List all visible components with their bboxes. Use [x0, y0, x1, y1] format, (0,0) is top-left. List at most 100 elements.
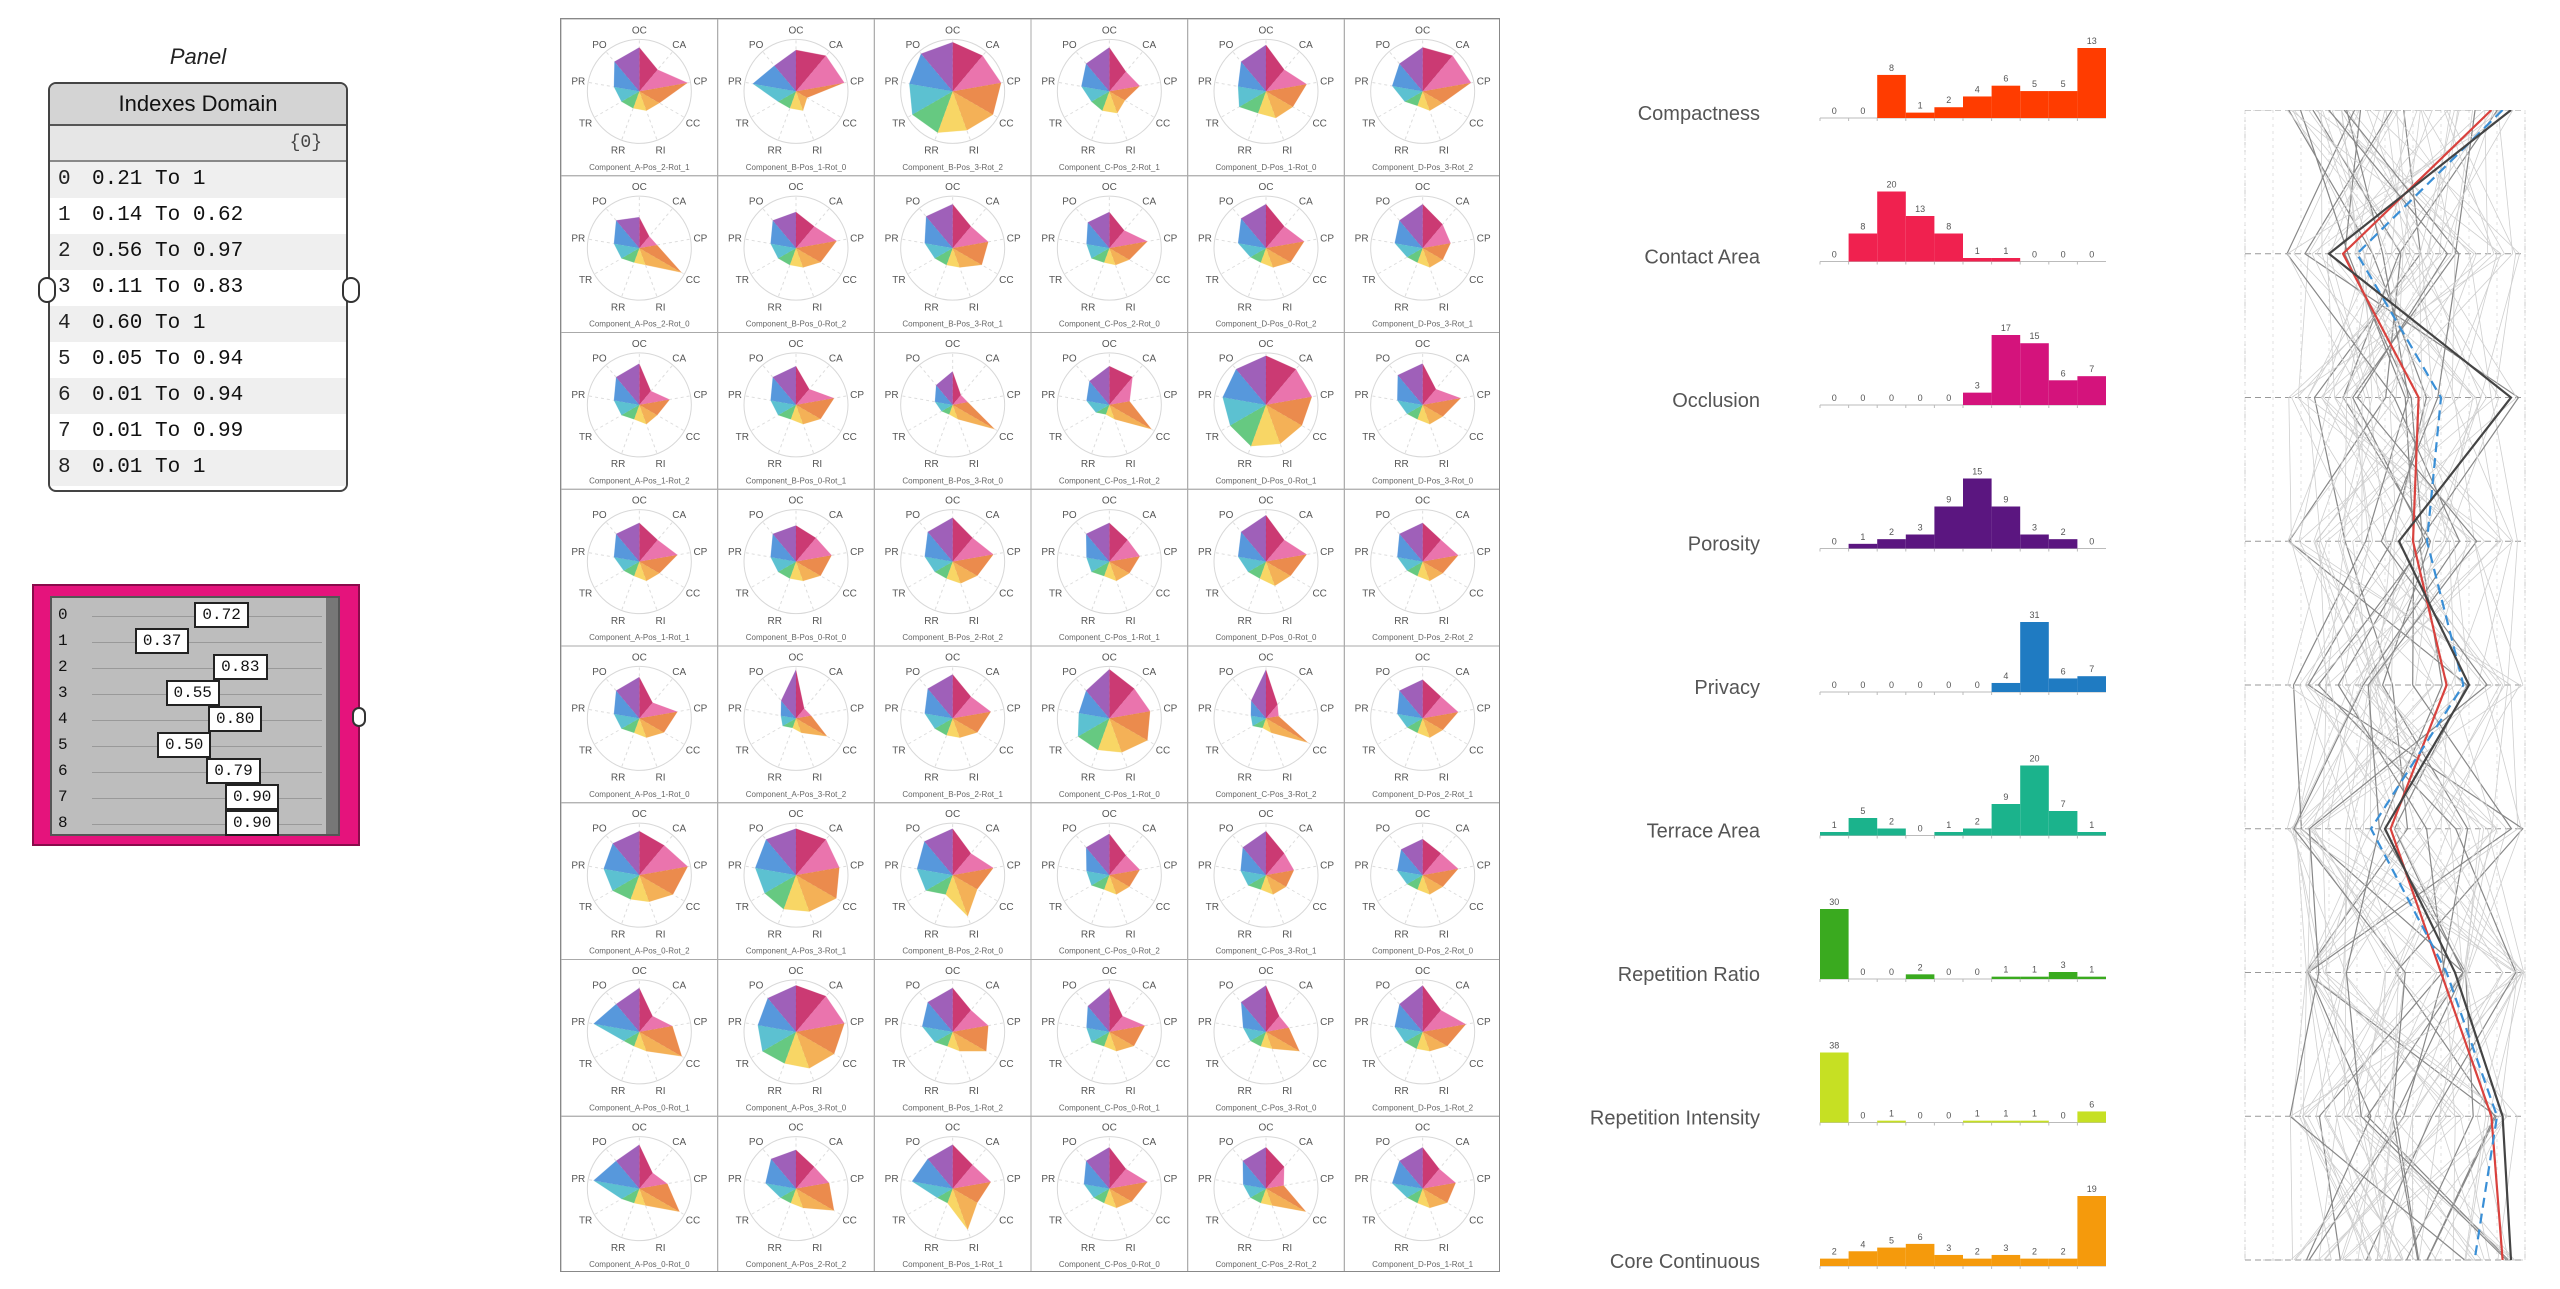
radar-wedge: [1399, 203, 1423, 249]
histogram-count-label: 2: [1889, 527, 1894, 537]
slider-row[interactable]: 7 0.90: [52, 784, 338, 810]
radar-axis-label: RI: [1439, 773, 1449, 784]
radar-axis-label: CA: [1142, 1137, 1156, 1148]
radar-axis-label: RR: [768, 773, 782, 784]
radar-outline: [613, 676, 679, 739]
radar-spoke: [1091, 1188, 1110, 1238]
histogram-bar: [1991, 85, 2021, 118]
radar-axis-label: PR: [885, 77, 899, 88]
panel-input-grip[interactable]: [38, 277, 56, 303]
radar-axis-label: PO: [1062, 1137, 1077, 1148]
radar-ring: [1370, 665, 1476, 771]
panel-output-grip[interactable]: [342, 277, 360, 303]
radar-outline: [1237, 44, 1308, 119]
radar-axis-label: RR: [1081, 302, 1095, 313]
radar-chart: OC CA CP CC RI RR TR PR PO Component_A-Pos_2-Rot_…: [561, 175, 719, 333]
radar-axis-label: PR: [571, 390, 585, 401]
slider-output-grip[interactable]: [352, 707, 366, 727]
radar-wedge: [1422, 1024, 1467, 1047]
histogram-count-label: 30: [1829, 897, 1839, 907]
slider-row-index: 8: [58, 814, 68, 832]
radar-wedge: [593, 1023, 640, 1041]
radar-axis-label: CC: [1312, 1059, 1326, 1070]
histogram-bar: [1820, 832, 1849, 836]
histogram-title: Terrace Area: [1647, 821, 1761, 843]
slider-handle[interactable]: 0.50: [157, 732, 212, 758]
histogram-count-label: 6: [2061, 368, 2066, 378]
radar-outline: [908, 41, 1002, 134]
radar-axis-label: TR: [579, 1216, 592, 1227]
pc-line: [2298, 110, 2524, 1261]
slider-handle[interactable]: 0.55: [165, 680, 220, 706]
radar-wedge: [796, 996, 845, 1032]
histogram-count-label: 2: [1975, 1247, 1980, 1257]
slider-body: 0 0.72 1 0.37 2 0.83 3 0.55 4 0.80 5 0.50 6 0.79 7 0.90…: [50, 596, 340, 836]
radar-axis-label: RR: [1081, 616, 1095, 627]
radar-wedge: [1109, 1168, 1148, 1189]
slider-row[interactable]: 4 0.80: [52, 706, 338, 732]
radar-axis-label: TR: [892, 1216, 905, 1227]
radar-wedge: [770, 243, 796, 259]
radar-outline: [1237, 514, 1308, 587]
radar-spoke: [907, 717, 953, 745]
panel-row-index: 5: [58, 348, 71, 371]
radar-axis-label: CA: [829, 1137, 843, 1148]
radar-spoke: [777, 561, 797, 611]
radar-axis-label: PR: [1355, 390, 1369, 401]
radar-spoke: [1422, 718, 1441, 768]
radar-spoke: [1064, 561, 1110, 589]
slider-row[interactable]: 2 0.83: [52, 654, 338, 680]
radar-wedge: [1417, 248, 1430, 268]
radar-axis-label: TR: [1362, 275, 1375, 286]
radar-wedge: [952, 1031, 987, 1052]
radar-spoke: [795, 552, 848, 563]
radar-ring: [1370, 1136, 1476, 1242]
slider-row[interactable]: 8 0.90: [52, 810, 338, 836]
slider-handle[interactable]: 0.80: [208, 706, 263, 732]
slider-row[interactable]: 6 0.79: [52, 758, 338, 784]
radar-wedge: [796, 1023, 845, 1054]
radar-axis-label: RR: [768, 302, 782, 313]
slider-handle[interactable]: 0.90: [225, 810, 280, 836]
radar-caption: Component_D-Pos_2-Rot_1: [1372, 790, 1473, 799]
multi-slider[interactable]: 0 0.72 1 0.37 2 0.83 3 0.55 4 0.80 5 0.50 6 0.79 7 0.90…: [32, 584, 360, 846]
radar-chart: OC CA CP CC RI RR TR PR PO Component_D-Pos_0-Rot_…: [1187, 488, 1345, 647]
radar-axis-label: CA: [1456, 40, 1470, 51]
radar-axis-label: PR: [571, 1017, 585, 1028]
slider-scrollbar[interactable]: [326, 598, 338, 834]
radar-ring: [1213, 1136, 1319, 1242]
radar-outline: [1391, 1146, 1457, 1209]
radar-axis-label: OC: [1415, 182, 1430, 193]
slider-row[interactable]: 0 0.72: [52, 602, 338, 628]
slider-row[interactable]: 5 0.50: [52, 732, 338, 758]
slider-row[interactable]: 3 0.55: [52, 680, 338, 706]
radar-wedge: [796, 49, 827, 92]
slider-handle[interactable]: 0.37: [134, 628, 190, 654]
radar-ring: [1056, 352, 1162, 458]
histogram-bar: [2077, 376, 2106, 405]
slider-handle[interactable]: 0.90: [225, 784, 280, 810]
radar-wedge: [1266, 716, 1309, 744]
radar-spoke: [952, 238, 1004, 249]
radar-axis-label: CC: [1156, 118, 1170, 129]
radar-spoke: [638, 991, 674, 1033]
radar-wedge: [603, 868, 640, 891]
radar-axis-label: OC: [945, 966, 960, 977]
slider-handle[interactable]: 0.79: [206, 758, 261, 784]
slider-handle[interactable]: 0.83: [213, 654, 268, 680]
radar-axis-label: PR: [1355, 1174, 1369, 1185]
radar-axis-label: PO: [1062, 824, 1077, 835]
histogram-count-label: 7: [2061, 799, 2066, 809]
radar-axis-label: OC: [1415, 809, 1430, 820]
indexes-domain-panel[interactable]: Indexes Domain {0} 0 0.21 To 1 1 0.14 To 0.…: [48, 82, 348, 492]
radar-spoke: [952, 404, 971, 454]
radar-spoke: [795, 1148, 830, 1189]
radar-axis-label: TR: [1049, 275, 1062, 286]
slider-row[interactable]: 1 0.37: [52, 628, 338, 654]
radar-axis-label: OC: [1259, 496, 1274, 507]
slider-handle[interactable]: 0.72: [194, 602, 249, 628]
pc-line: [2289, 110, 2488, 1261]
radar-ring: [1370, 352, 1476, 458]
radar-axis-label: TR: [736, 1216, 749, 1227]
radar-spoke: [594, 90, 640, 118]
